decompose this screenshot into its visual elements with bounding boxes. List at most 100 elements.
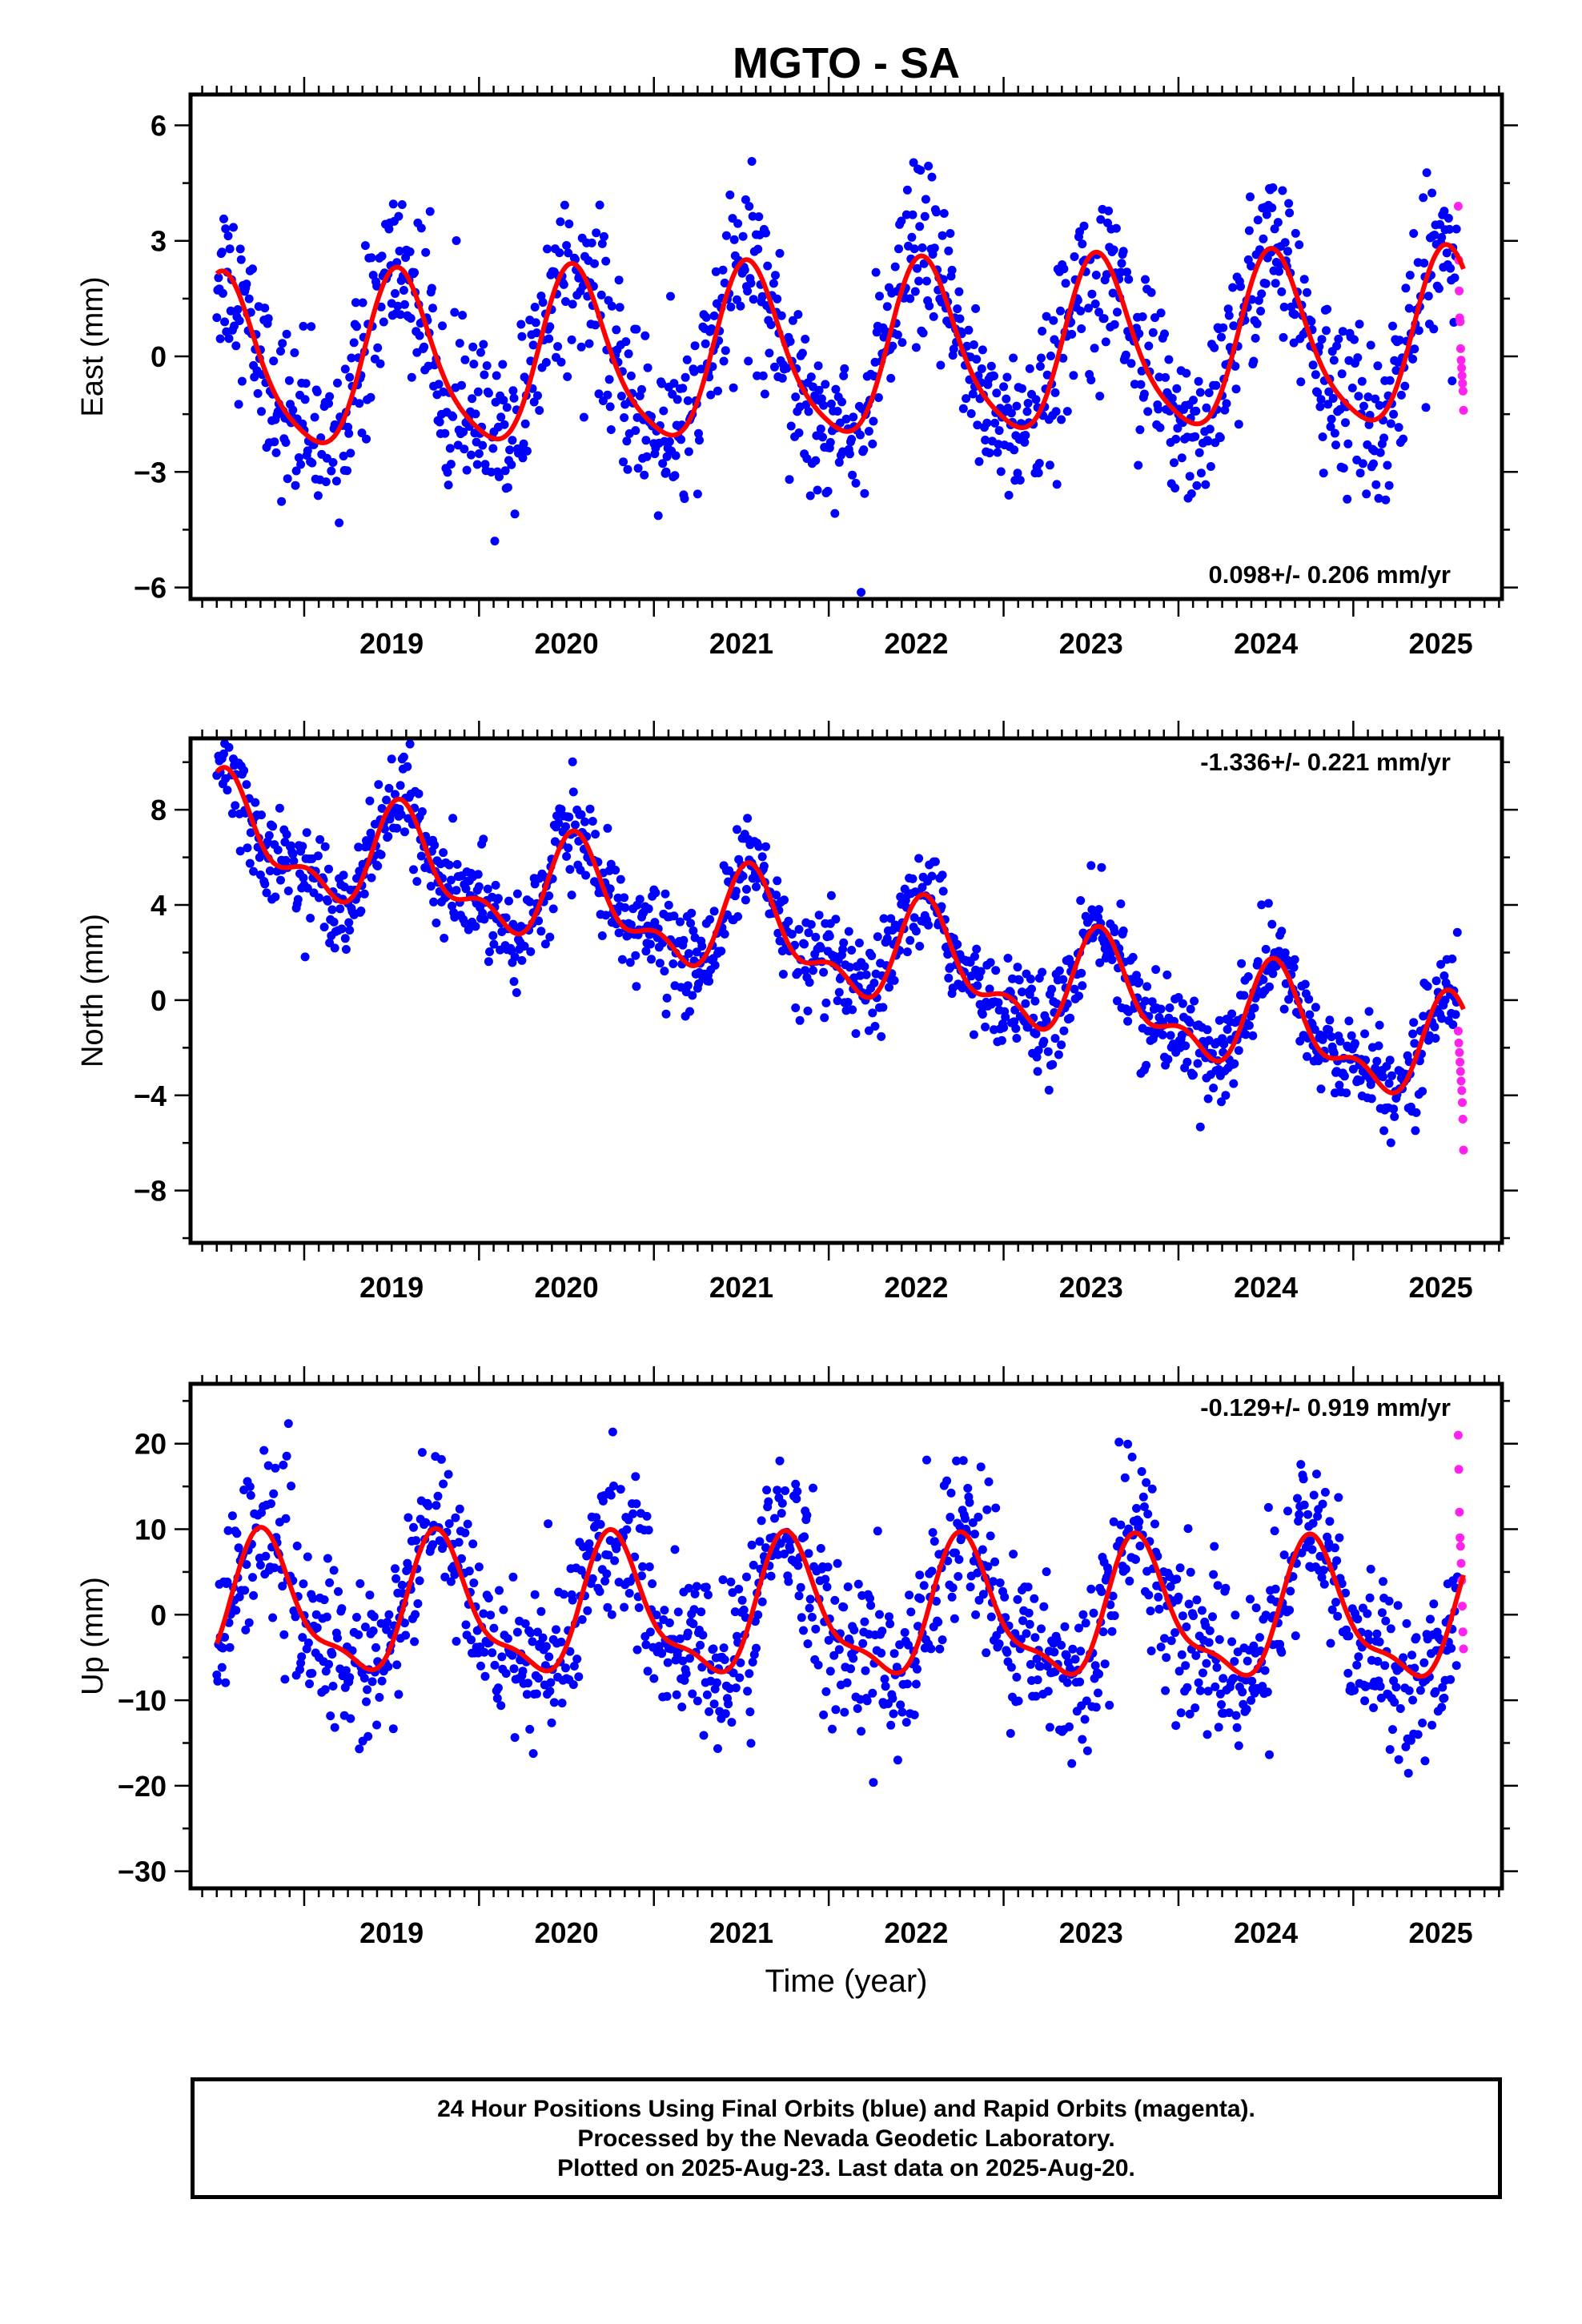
final-point [468,342,478,352]
final-point [1375,1637,1384,1647]
final-point [417,1448,427,1458]
final-point [525,897,535,907]
final-point [1434,283,1443,293]
final-point [1246,1594,1255,1604]
final-point [409,865,418,875]
rapid-point [1455,1047,1464,1057]
final-point [1232,1723,1242,1732]
final-point [606,425,616,434]
final-point [366,392,375,402]
final-point [383,1662,393,1671]
final-point [500,420,509,429]
final-point [517,332,527,341]
final-point [242,1560,251,1570]
final-point [1013,468,1022,478]
final-point [671,451,681,460]
final-point [721,231,731,240]
final-point [581,870,591,880]
final-point [607,1610,616,1619]
final-point [237,376,247,386]
final-point [1139,1502,1149,1511]
final-point [491,880,500,890]
final-point [1099,314,1109,324]
final-point [1354,392,1363,401]
final-point [1353,353,1363,363]
final-point [1160,329,1169,339]
final-point [1384,1079,1394,1088]
final-point [577,1614,587,1624]
final-point [1185,472,1195,481]
final-point [1331,1598,1340,1607]
final-point [240,1586,250,1595]
final-point [493,1683,503,1693]
final-point [1049,316,1058,325]
final-point [244,294,254,304]
final-point [662,993,672,1003]
final-point [339,452,348,460]
final-point [1123,1016,1133,1026]
final-point [978,1545,987,1554]
final-point [680,494,689,504]
final-point [994,998,1003,1007]
final-point [219,749,228,758]
final-point [701,339,710,348]
final-point [522,1690,532,1699]
final-point [1327,1032,1336,1042]
final-point [743,287,753,296]
final-point [1252,319,1262,328]
final-point [819,400,829,410]
final-point [356,907,366,915]
final-point [1031,1691,1041,1701]
final-point [1107,1626,1117,1636]
final-point [1078,1610,1088,1619]
final-point [1042,370,1052,380]
final-point [457,1554,466,1563]
final-point [330,1723,339,1732]
final-point [669,379,679,388]
final-point [1234,1741,1243,1751]
final-point [873,393,883,402]
final-point [1279,302,1289,312]
final-point [705,1707,714,1716]
final-point [1141,996,1150,1006]
final-point [1372,1056,1382,1066]
final-point [212,313,222,323]
final-point [245,858,255,868]
final-point [643,1667,652,1676]
final-point [232,1529,242,1538]
final-point [439,1479,448,1489]
final-point [543,244,552,254]
final-point [851,1029,861,1039]
final-point [807,1612,817,1622]
rapid-point [1458,386,1468,396]
final-point [344,918,354,927]
final-point [978,345,987,355]
final-point [896,1700,905,1710]
final-point [624,1589,634,1598]
final-point [1150,1519,1159,1529]
final-point [224,742,234,752]
final-point [1253,957,1263,967]
final-point [1125,1576,1134,1586]
final-point [1098,1627,1108,1637]
final-point [251,798,260,807]
final-point [1324,1025,1334,1035]
final-point [1114,1437,1124,1447]
final-point [687,908,697,918]
final-point [1146,1647,1156,1655]
x-tick-label: 2025 [1409,1916,1473,1949]
final-point [1228,283,1238,292]
final-point [533,1627,542,1637]
final-point [1030,996,1040,1006]
final-point [1227,1009,1237,1019]
final-point [978,1590,988,1599]
final-point [766,320,776,329]
final-point [354,1630,363,1639]
footer-line-3: Plotted on 2025-Aug-23. Last data on 202… [557,2154,1135,2181]
final-point [1343,1668,1353,1678]
final-point [762,1486,772,1495]
final-point [331,476,341,486]
final-point [713,1744,722,1753]
final-point [1371,394,1380,404]
final-point [1390,1698,1399,1707]
